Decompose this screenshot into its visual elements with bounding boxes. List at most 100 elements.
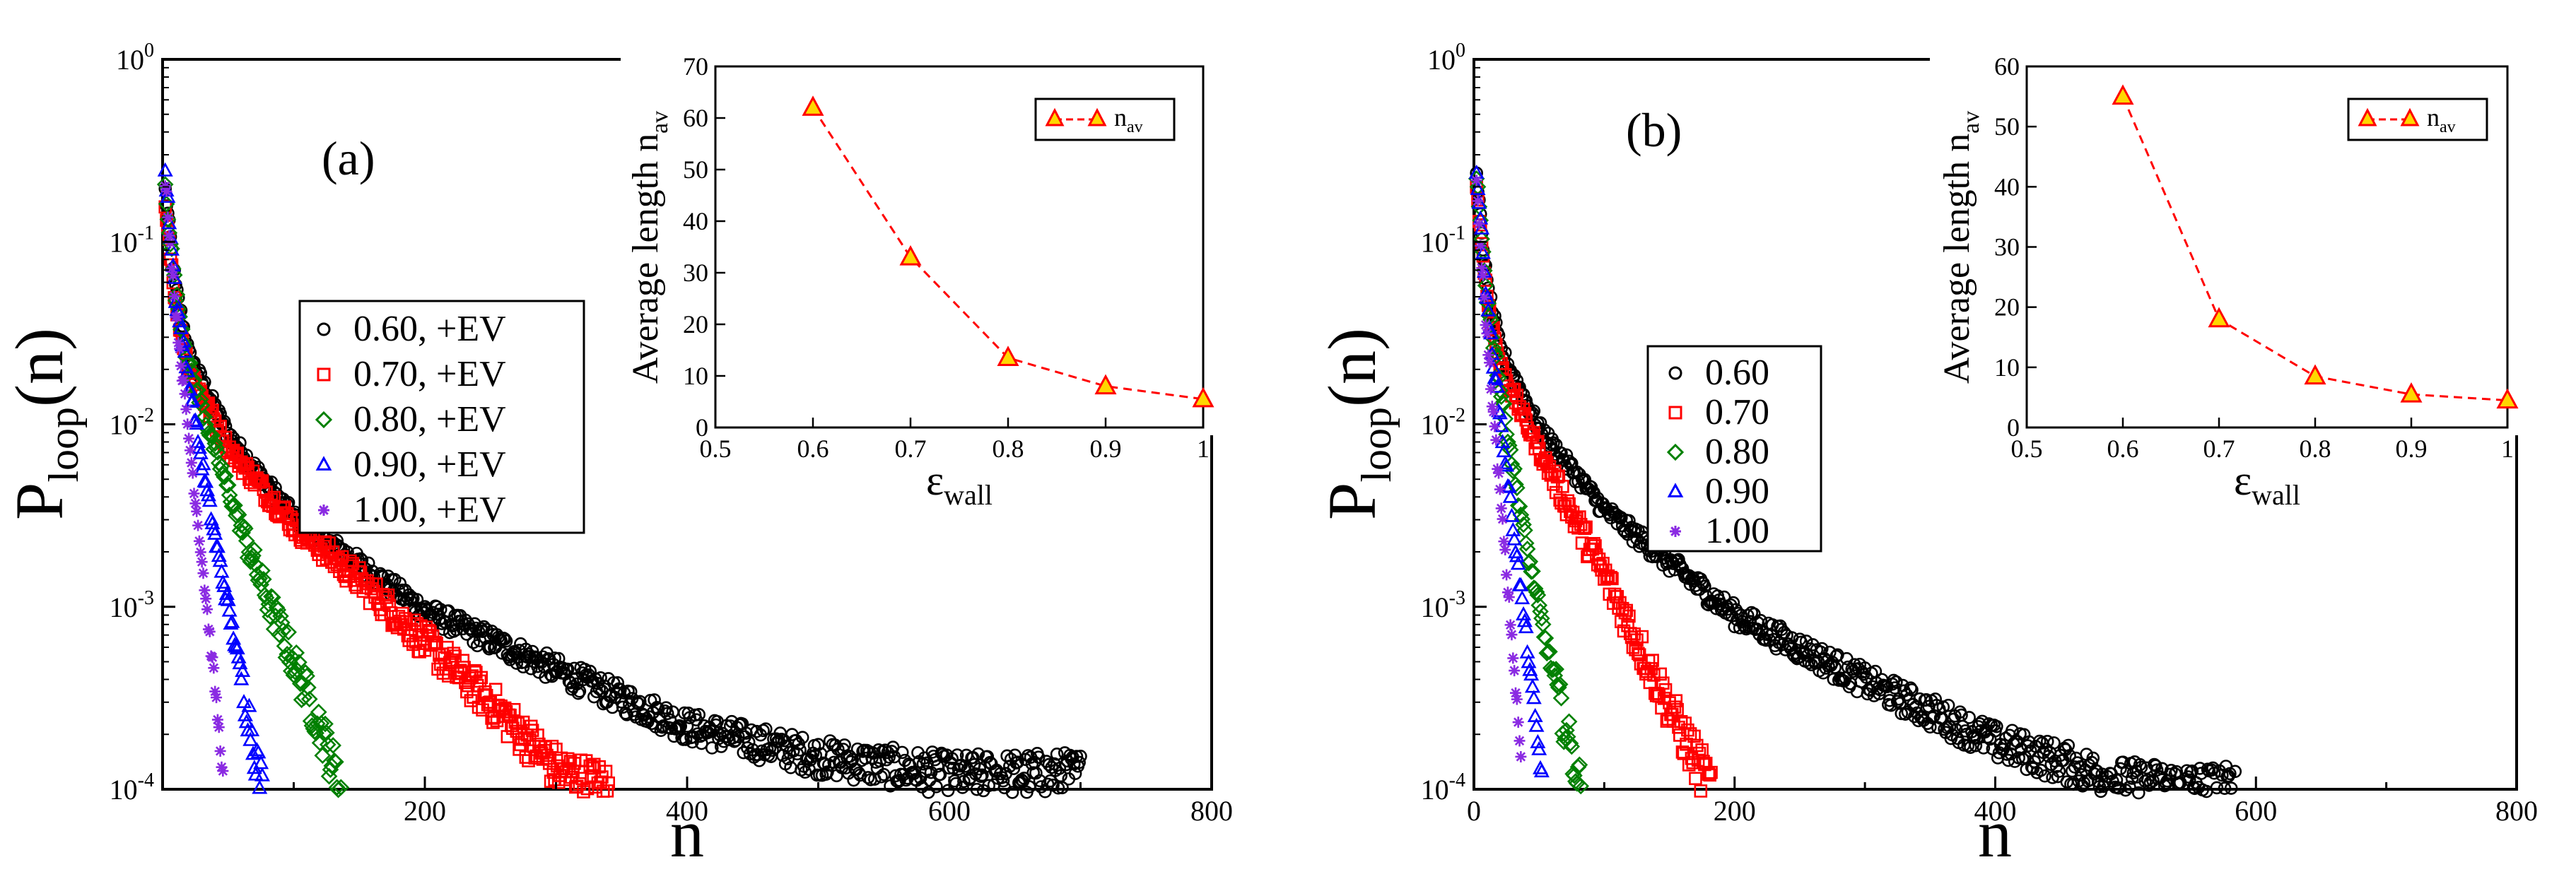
panel-a-inset-legend-label-main: n — [1114, 103, 1127, 131]
data-point — [623, 685, 638, 699]
panel-b-y-label-sub: loop — [1353, 407, 1400, 483]
data-point — [1563, 738, 1581, 755]
panel-a-inset-legend: nav — [1034, 98, 1176, 141]
data-point — [252, 779, 268, 794]
data-point — [2038, 769, 2051, 783]
data-point — [1601, 569, 1615, 583]
legend-marker — [1668, 406, 1682, 420]
x-tick-label: 800 — [2495, 795, 2538, 827]
data-point — [2132, 786, 2145, 800]
data-point — [1501, 586, 1514, 598]
data-point — [224, 613, 240, 628]
data-point — [208, 662, 220, 674]
data-point — [1545, 661, 1562, 678]
inset-x-tick-label: 0.9 — [1090, 435, 1122, 463]
data-point — [695, 736, 708, 750]
data-point — [250, 744, 267, 759]
inset-data-point — [2496, 388, 2519, 409]
data-point — [1507, 652, 1519, 664]
data-point — [190, 433, 206, 448]
data-point — [602, 776, 616, 790]
panel-b-legend-label-1: 0.60 — [1705, 353, 1769, 393]
data-point — [759, 722, 773, 736]
data-point — [162, 211, 174, 223]
data-point — [245, 745, 261, 760]
data-point — [1726, 596, 1740, 610]
data-point — [933, 767, 947, 781]
data-point — [200, 593, 212, 605]
data-point — [319, 736, 336, 753]
inset-data-point — [1192, 387, 1214, 408]
data-point — [1497, 513, 1509, 525]
data-point — [1045, 760, 1058, 774]
data-point — [237, 707, 253, 721]
data-point — [1604, 570, 1617, 584]
data-point — [1990, 719, 2003, 733]
inset-y-tick-label: 40 — [1994, 172, 2020, 201]
data-point — [1470, 175, 1482, 187]
data-point — [192, 519, 204, 531]
data-point — [2185, 764, 2199, 778]
data-point — [175, 360, 187, 372]
data-point — [1936, 700, 1950, 714]
data-point — [660, 701, 673, 715]
data-point — [655, 720, 669, 734]
data-point — [531, 728, 544, 742]
data-point — [1492, 463, 1504, 475]
data-point — [1492, 388, 1510, 406]
data-point — [1618, 606, 1632, 620]
data-point — [1754, 613, 1767, 627]
y-tick-label: 10-1 — [110, 222, 154, 258]
data-point — [193, 535, 205, 547]
inset-x-tick-label: 0.7 — [895, 435, 927, 463]
data-point — [976, 768, 989, 782]
data-point — [159, 180, 171, 192]
data-point — [692, 708, 706, 721]
panel-a-inset-legend-label: nav — [1114, 103, 1143, 136]
data-point — [182, 418, 194, 430]
data-point — [1005, 786, 1019, 799]
data-point — [297, 663, 315, 681]
inset-data-point — [2208, 307, 2230, 328]
data-point — [1510, 687, 1521, 699]
panel-b-data-points — [1468, 164, 2242, 800]
data-point — [1698, 579, 1711, 593]
data-point — [1492, 405, 1508, 420]
inset-data-point — [1094, 374, 1117, 395]
data-point — [295, 689, 313, 707]
data-point — [1888, 681, 1902, 695]
data-point — [1911, 714, 1926, 728]
data-point — [191, 505, 203, 517]
data-point — [561, 662, 575, 676]
data-point — [1658, 683, 1673, 697]
data-point — [611, 676, 624, 690]
panel-b-y-label-main: P — [1314, 483, 1390, 520]
data-point — [1050, 748, 1064, 761]
panel-a-legend-label-5: 1.00, +EV — [353, 490, 506, 530]
data-point — [271, 626, 288, 644]
panel-a-legend-label-3: 0.80, +EV — [353, 399, 506, 440]
panel-a-legend-label-4: 0.90, +EV — [353, 444, 506, 485]
inset-x-tick-label: 0.5 — [700, 435, 732, 463]
data-point — [1549, 676, 1566, 693]
data-point — [192, 391, 209, 408]
panel-a-inset-x-label: εwall — [926, 457, 993, 511]
panel-b-legend-label-4: 0.90 — [1705, 471, 1769, 512]
data-point — [200, 487, 216, 502]
x-tick-label: 800 — [1190, 795, 1233, 827]
panel-a-legend-label-1: 0.60, +EV — [353, 309, 506, 349]
panel-b-inset-x-label-sub: wall — [2252, 479, 2300, 511]
data-point — [970, 782, 984, 796]
inset-x-tick-label: 1 — [1197, 435, 1210, 463]
data-point — [1480, 302, 1497, 317]
data-point — [1498, 536, 1510, 548]
panel-b-y-label-tail: (n) — [1314, 328, 1390, 407]
data-point — [1969, 738, 1983, 753]
data-point — [838, 738, 851, 752]
inset-y-tick-label: 50 — [683, 155, 708, 184]
data-point — [246, 541, 263, 559]
data-point — [167, 270, 179, 282]
data-point — [1526, 580, 1544, 597]
